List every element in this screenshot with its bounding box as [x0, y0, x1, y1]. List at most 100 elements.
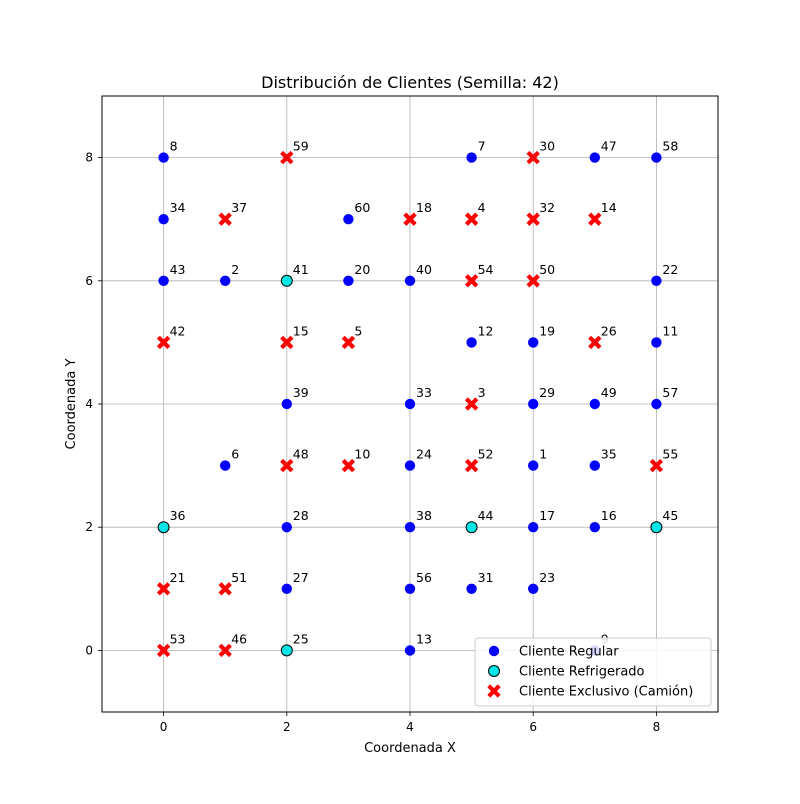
- point-id-label: 58: [662, 139, 678, 154]
- data-point: [404, 275, 416, 286]
- data-point: [341, 458, 356, 473]
- point-id-label: 38: [416, 508, 432, 523]
- point-id-label: 13: [416, 631, 432, 646]
- point-id-label: 26: [601, 323, 617, 338]
- data-point: [158, 214, 169, 225]
- point-id-label: 60: [354, 200, 370, 215]
- data-point: [528, 522, 539, 533]
- point-id-label: 34: [170, 200, 186, 215]
- legend-label: Cliente Exclusivo (Camión): [519, 685, 693, 700]
- point-id-label: 21: [170, 570, 186, 585]
- point-id-label: 57: [662, 385, 678, 400]
- point-id-label: 52: [478, 447, 494, 462]
- point-id-label: 42: [170, 323, 186, 338]
- point-id-label: 31: [478, 570, 494, 585]
- point-id-label: 39: [293, 385, 309, 400]
- y-axis-label: Coordenada Y: [64, 359, 79, 450]
- x-tick-label: 4: [406, 720, 414, 734]
- x-tick-label: 0: [160, 720, 168, 734]
- point-id-label: 15: [293, 323, 309, 338]
- point-id-label: 16: [601, 508, 617, 523]
- data-point: [280, 644, 293, 657]
- data-point: [280, 274, 293, 287]
- legend-box: [474, 637, 712, 707]
- x-axis-label: Coordenada X: [364, 741, 456, 756]
- data-point: [651, 152, 662, 163]
- data-point: [528, 337, 539, 348]
- data-point: [343, 214, 354, 225]
- data-point: [651, 398, 662, 410]
- point-id-label: 3: [478, 385, 486, 400]
- data-point: [404, 460, 416, 471]
- point-id-label: 4: [478, 200, 486, 215]
- point-id-label: 43: [170, 262, 186, 277]
- point-id-label: 44: [478, 508, 494, 523]
- data-point: [650, 521, 663, 534]
- data-point: [281, 583, 292, 594]
- data-point: [404, 583, 416, 594]
- legend-label: Cliente Regular: [519, 645, 619, 660]
- point-id-label: 24: [416, 447, 432, 462]
- point-id-label: 33: [416, 385, 432, 400]
- point-id-label: 55: [662, 447, 678, 462]
- data-point: [158, 152, 169, 163]
- data-point: [341, 335, 356, 350]
- legend-marker: [488, 645, 500, 657]
- point-id-label: 36: [170, 508, 186, 523]
- data-point: [588, 335, 602, 350]
- x-tick-label: 2: [283, 720, 291, 734]
- data-point: [404, 645, 416, 656]
- point-id-label: 23: [539, 570, 555, 585]
- point-id-label: 49: [601, 385, 617, 400]
- data-point: [651, 275, 662, 286]
- data-point: [280, 458, 294, 473]
- data-point: [589, 152, 600, 163]
- data-point: [280, 150, 294, 165]
- data-point: [403, 212, 417, 226]
- data-point: [589, 460, 600, 471]
- legend-marker: [488, 665, 500, 677]
- point-id-label: 2: [231, 262, 239, 277]
- point-id-label: 1: [539, 447, 547, 462]
- data-point: [220, 460, 231, 471]
- data-point: [466, 152, 477, 163]
- data-point: [528, 460, 539, 471]
- point-id-label: 6: [231, 447, 239, 462]
- chart-title: Distribución de Clientes (Semilla: 42): [261, 73, 559, 92]
- point-id-label: 56: [416, 570, 432, 585]
- data-point: [281, 398, 292, 410]
- data-point: [464, 458, 479, 473]
- data-point: [466, 583, 477, 594]
- point-id-label: 20: [354, 262, 370, 277]
- y-tick-label: 4: [85, 397, 93, 411]
- point-id-label: 11: [662, 323, 678, 338]
- data-point: [465, 521, 478, 534]
- point-id-label: 29: [539, 385, 555, 400]
- data-point: [218, 582, 232, 596]
- data-point: [651, 337, 662, 348]
- data-point: [526, 274, 540, 288]
- legend-marker: [487, 684, 501, 698]
- point-id-label: 18: [416, 200, 432, 215]
- point-id-label: 51: [231, 570, 247, 585]
- data-point: [466, 337, 477, 348]
- point-id-label: 50: [539, 262, 555, 277]
- data-point: [404, 522, 416, 533]
- data-point: [218, 643, 232, 658]
- data-point: [528, 398, 539, 410]
- point-id-label: 8: [170, 139, 178, 154]
- point-id-label: 47: [601, 139, 617, 154]
- legend-label: Cliente Refrigerado: [519, 665, 645, 680]
- data-point: [218, 212, 232, 226]
- x-tick-label: 8: [653, 720, 661, 734]
- data-point: [528, 583, 539, 594]
- data-point: [404, 398, 416, 410]
- y-tick-label: 6: [85, 274, 93, 288]
- data-point: [649, 458, 664, 473]
- data-point: [589, 398, 600, 410]
- point-id-label: 59: [293, 139, 309, 154]
- legend: Cliente Regular Cliente Refrigerado Client…: [474, 637, 712, 707]
- point-id-label: 17: [539, 508, 555, 523]
- data-point: [156, 582, 171, 596]
- data-point: [464, 274, 479, 288]
